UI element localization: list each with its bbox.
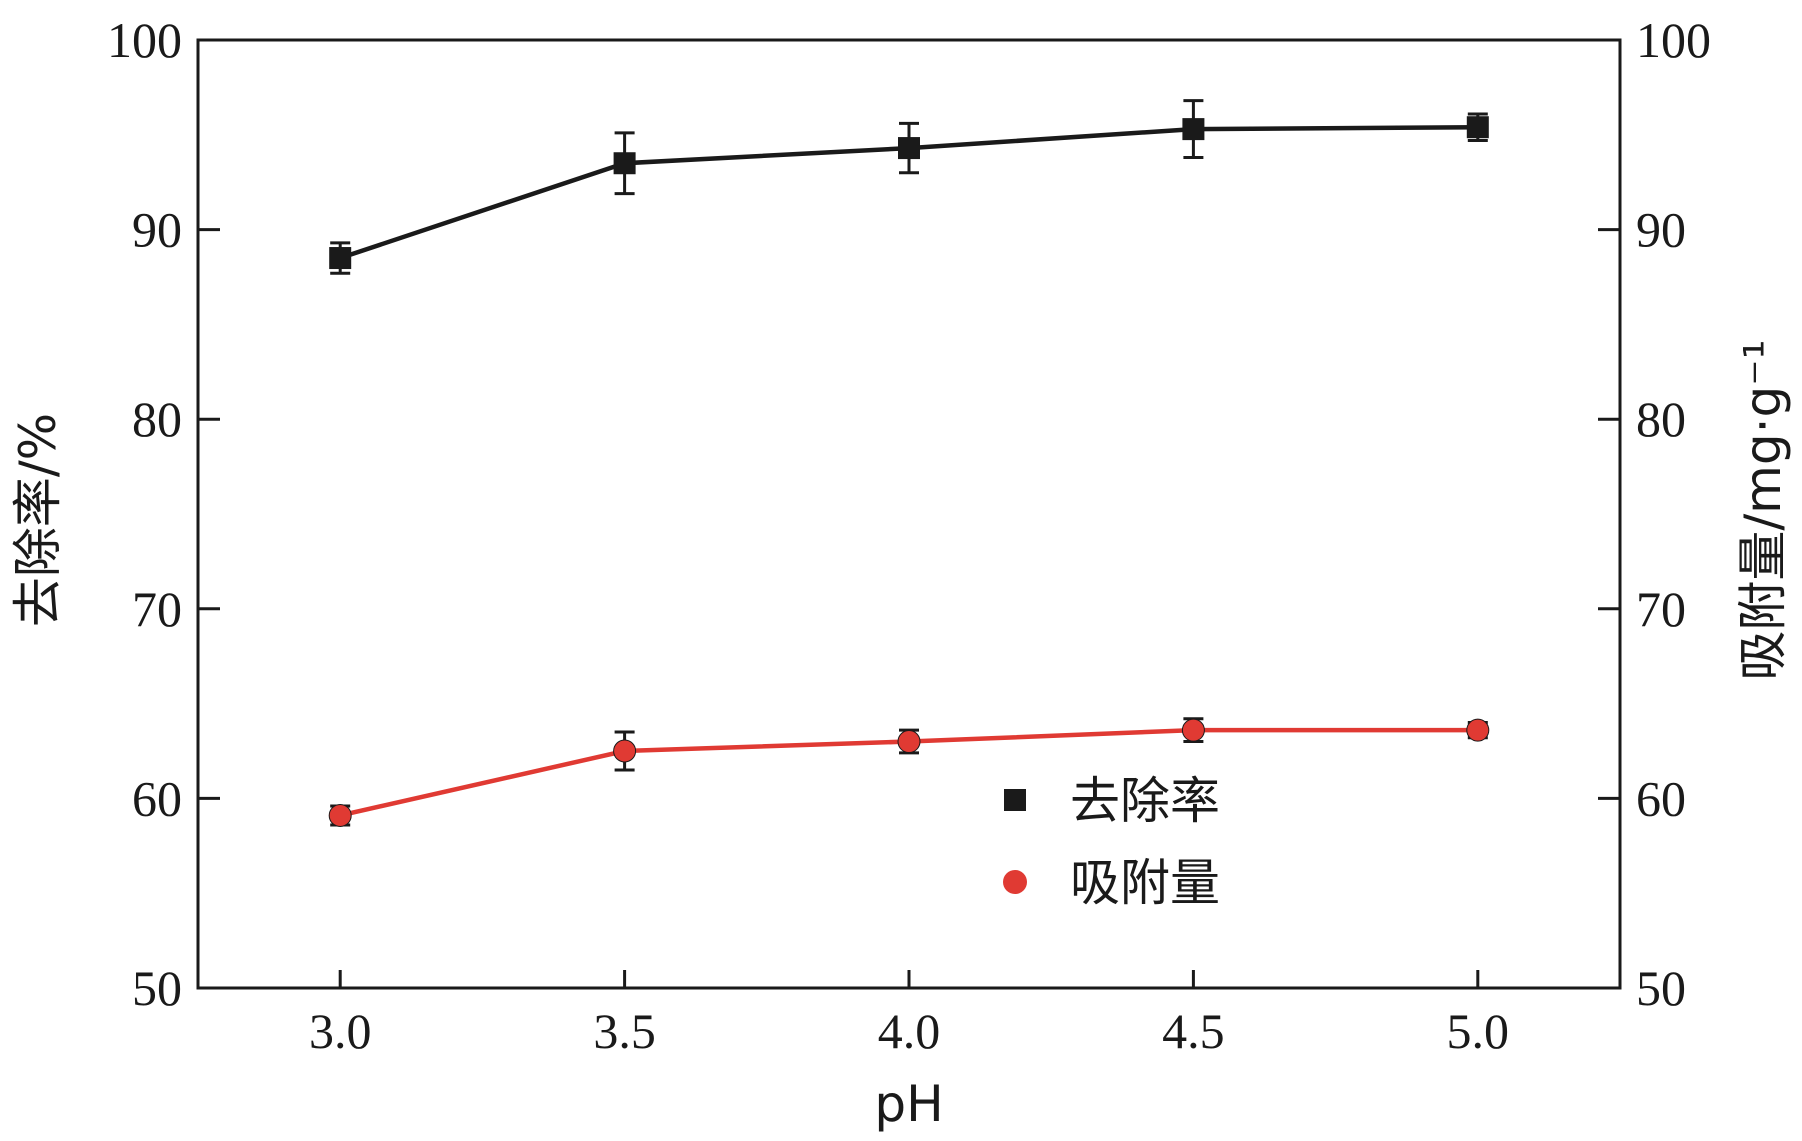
- y-left-tick-label: 70: [132, 581, 182, 637]
- data-point: [613, 739, 637, 763]
- legend-marker-2: [1003, 870, 1027, 894]
- y-left-tick-label: 80: [132, 391, 182, 447]
- x-tick-label: 3.5: [593, 1003, 656, 1059]
- data-point: [1466, 116, 1489, 139]
- x-axis-title: pH: [874, 1075, 943, 1133]
- data-point: [328, 803, 352, 827]
- y-right-tick-label: 60: [1636, 770, 1686, 826]
- series: [328, 99, 1490, 827]
- data-point: [1181, 718, 1205, 742]
- legend-label-1: 去除率: [1070, 772, 1220, 830]
- data-point: [1182, 118, 1205, 141]
- y-left-tick-label: 60: [132, 770, 182, 826]
- data-point: [898, 137, 920, 160]
- x-tick-label: 4.5: [1162, 1003, 1225, 1059]
- y-right-tick-label: 70: [1636, 581, 1686, 637]
- y-axis-left-title: 去除率/%: [9, 413, 67, 627]
- legend-label-2: 吸附量: [1070, 854, 1220, 912]
- data-point: [613, 152, 636, 175]
- x-tick-label: 4.0: [878, 1003, 941, 1059]
- y-right-tick-label: 90: [1636, 202, 1686, 258]
- series-2: [328, 717, 1490, 827]
- y-right-tick-label: 50: [1636, 960, 1686, 1016]
- data-point: [1466, 718, 1490, 742]
- y-left-tick-label: 100: [107, 12, 182, 68]
- y-right-tick-label: 100: [1636, 12, 1711, 68]
- x-tick-label: 5.0: [1447, 1003, 1510, 1059]
- legend-marker-1: [1004, 789, 1026, 811]
- data-point: [897, 730, 921, 754]
- axes: 3.0 3.5 4.0 4.5 5.0 50 50 60 60 70 70 80 80 90 90 100 10…: [107, 12, 1711, 1059]
- x-tick-label: 3.0: [309, 1003, 372, 1059]
- series-1: [329, 99, 1489, 275]
- y-left-tick-label: 90: [132, 202, 182, 258]
- y-left-tick-label: 50: [132, 960, 182, 1016]
- data-point: [329, 247, 352, 270]
- y-axis-right-title: 吸附量/mg·g⁻¹: [1734, 339, 1792, 680]
- y-right-tick-label: 80: [1636, 391, 1686, 447]
